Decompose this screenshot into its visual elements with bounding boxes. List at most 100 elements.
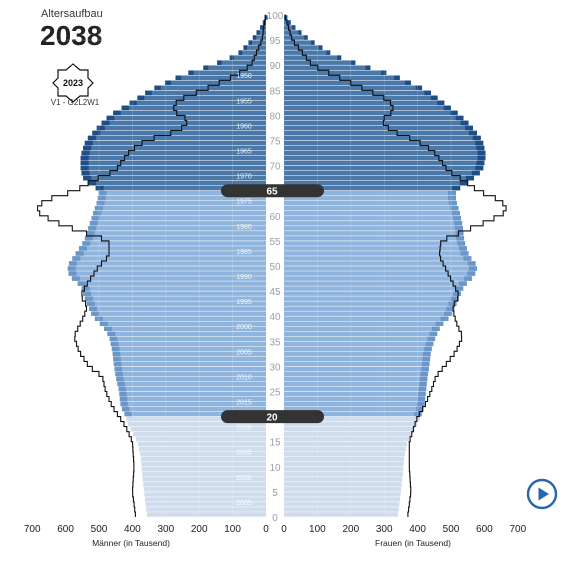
birth-year-label: 1985 bbox=[236, 249, 252, 256]
women-bar bbox=[284, 75, 400, 81]
men-bar bbox=[88, 180, 267, 186]
women-bar-edge bbox=[440, 316, 449, 321]
men-bar bbox=[88, 226, 267, 231]
men-bar bbox=[129, 100, 266, 106]
age-tick-label: 35 bbox=[269, 337, 281, 348]
men-bar bbox=[87, 135, 266, 141]
men-x-tick: 300 bbox=[157, 524, 174, 535]
men-bar-edge bbox=[91, 216, 100, 221]
women-bar-edge bbox=[454, 226, 463, 231]
women-bar bbox=[284, 95, 438, 101]
men-bar-edge bbox=[115, 371, 123, 377]
men-bar bbox=[256, 30, 266, 35]
women-bar bbox=[284, 206, 459, 211]
age-tick-label: 55 bbox=[269, 237, 281, 248]
women-bar bbox=[284, 110, 458, 116]
women-bar-edge bbox=[455, 231, 464, 236]
men-bar bbox=[238, 50, 266, 55]
men-bar-edge bbox=[88, 306, 97, 311]
women-bar bbox=[284, 180, 468, 186]
men-bar-edge bbox=[92, 130, 101, 136]
men-bar bbox=[113, 110, 266, 116]
men-bar bbox=[91, 216, 266, 221]
age-tick-label: 20 bbox=[269, 413, 281, 424]
women-bar-edge bbox=[284, 15, 288, 20]
women-bar bbox=[284, 85, 423, 91]
men-bar-edge bbox=[238, 50, 243, 55]
men-bar bbox=[113, 356, 266, 362]
women-bar bbox=[284, 20, 291, 25]
men-bar bbox=[203, 65, 266, 70]
women-bar bbox=[284, 507, 399, 512]
age-tick-label: 100 bbox=[267, 11, 284, 22]
women-x-tick: 0 bbox=[281, 524, 287, 535]
men-axis-label: Männer (in Tausend) bbox=[92, 538, 170, 548]
men-bar-edge bbox=[124, 411, 132, 417]
women-bar-edge bbox=[287, 20, 291, 25]
men-bar bbox=[136, 436, 266, 442]
play-button[interactable] bbox=[526, 478, 558, 510]
women-bar bbox=[284, 336, 436, 342]
women-bar bbox=[284, 105, 451, 111]
women-bar-edge bbox=[418, 386, 427, 392]
women-bar bbox=[284, 125, 473, 131]
women-bar bbox=[284, 366, 429, 372]
men-bar-edge bbox=[98, 190, 107, 196]
men-bar bbox=[91, 311, 266, 316]
men-bar bbox=[82, 241, 266, 246]
men-bar-edge bbox=[81, 150, 90, 156]
age-tick-label: 25 bbox=[269, 388, 281, 399]
women-bar-edge bbox=[380, 70, 387, 75]
women-bar-edge bbox=[460, 251, 469, 256]
men-bar-edge bbox=[217, 60, 222, 65]
women-bar bbox=[284, 241, 466, 246]
men-bar-edge bbox=[75, 251, 84, 256]
women-x-tick: 700 bbox=[509, 524, 526, 535]
women-bar bbox=[284, 356, 431, 362]
men-bar bbox=[137, 441, 266, 447]
men-bar bbox=[83, 175, 266, 181]
birth-year-label: 1975 bbox=[236, 199, 252, 206]
women-bar bbox=[284, 291, 462, 296]
men-x-tick: 500 bbox=[91, 524, 108, 535]
men-bar bbox=[144, 497, 266, 502]
men-bar bbox=[252, 35, 266, 40]
women-bar-edge bbox=[414, 411, 422, 417]
men-bar-edge bbox=[94, 206, 103, 211]
women-bar bbox=[284, 150, 486, 156]
women-bar bbox=[284, 472, 403, 477]
women-bar bbox=[284, 216, 462, 221]
women-bar-edge bbox=[318, 45, 323, 50]
men-bar bbox=[112, 351, 266, 357]
men-bar-edge bbox=[68, 261, 77, 266]
men-bar bbox=[116, 376, 266, 382]
women-bar-edge bbox=[458, 246, 467, 251]
men-bar bbox=[217, 60, 266, 65]
women-bar bbox=[284, 100, 445, 106]
women-bar bbox=[284, 266, 477, 271]
women-bar-edge bbox=[453, 291, 462, 296]
men-bar bbox=[83, 291, 266, 296]
women-bar bbox=[284, 311, 453, 316]
men-bar-edge bbox=[113, 361, 122, 367]
men-bar bbox=[146, 507, 266, 512]
women-bar bbox=[284, 261, 476, 266]
birth-year-label: 1990 bbox=[236, 274, 252, 281]
men-bar-edge bbox=[81, 286, 90, 291]
men-bar-edge bbox=[229, 55, 234, 60]
women-bar bbox=[284, 120, 469, 126]
birth-year-label: 2035 bbox=[236, 500, 252, 507]
men-bar bbox=[110, 341, 266, 347]
men-bar-edge bbox=[119, 391, 127, 397]
women-bar bbox=[284, 65, 371, 70]
women-bar bbox=[284, 60, 356, 65]
women-bar-edge bbox=[304, 35, 308, 40]
women-bar-edge bbox=[416, 406, 424, 412]
men-bar-edge bbox=[117, 381, 125, 387]
age-tick-label: 75 bbox=[269, 137, 281, 148]
men-bar bbox=[126, 416, 267, 422]
women-bar bbox=[284, 30, 302, 35]
women-bar-edge bbox=[424, 90, 431, 96]
women-bar-edge bbox=[475, 140, 484, 146]
birth-year-label: 1995 bbox=[236, 299, 252, 306]
